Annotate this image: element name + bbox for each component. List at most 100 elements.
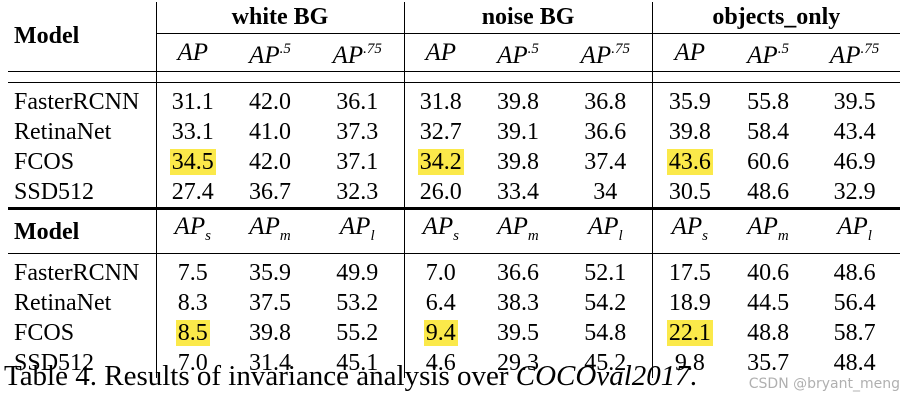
metric-header-aps: APs [155,207,229,254]
table-cell: 31.8 [403,82,478,117]
table-cell: 39.8 [249,320,291,346]
top-table-row: FCOS 34.5 42.0 37.1 34.2 39.8 37.4 43.6 60.6 46.9 [8,147,900,177]
model-name: FCOS [14,320,75,346]
table-caption: Table 4. Results of invariance analysis … [4,358,697,394]
model-name: SSD512 [14,179,95,205]
watermark: CSDN @bryant_meng [748,376,900,392]
metric-header-ap: AP [155,33,229,72]
table-cell: 33.4 [497,179,540,205]
model-name: FasterRCNN [14,89,140,115]
metric-header-app5: AP.5 [229,33,311,72]
table-cell: 30.5 [651,177,728,209]
table-cell: 39.8 [651,117,728,147]
table-cell: 48.4 [833,350,876,376]
table-cell: 39.5 [833,89,876,115]
metric-header-apl: APl [559,207,653,254]
highlighted-value: 22.1 [666,320,713,346]
table-cell: 9.4 [403,318,478,348]
table-cell: 46.9 [833,149,876,175]
table-cell: 42.0 [249,89,291,115]
table-cell: 27.4 [155,177,229,209]
table-cell: 36.6 [584,119,627,145]
bottom-table-row: FasterRCNN 7.5 35.9 49.9 7.0 36.6 52.1 17.5 40.6… [8,253,900,288]
model-name: RetinaNet [14,290,112,316]
highlighted-value: 43.6 [666,149,713,175]
table-cell: 9.8 [651,348,728,378]
table-cell: 6.4 [403,288,478,318]
top-table-row: SSD512 27.4 36.7 32.3 26.0 33.4 34 30.5 48.6 32.9 [8,177,900,209]
table-cell: 36.6 [497,260,540,286]
table-cell: 18.9 [651,288,728,318]
table-cell: 43.6 [651,147,728,177]
table-cell: 45.1 [336,350,379,376]
table-cell: 39.1 [497,119,540,145]
metric-header-app75: AP.75 [311,33,405,72]
table-cell: 44.5 [747,290,790,316]
table-cell: 58.7 [833,320,876,346]
table-cell: 39.5 [497,320,540,346]
metric-header-app5: AP.5 [727,33,810,72]
table-cell: 31.4 [249,350,291,376]
results-table: Model white BG noise BG objects_only AP A… [8,2,901,378]
table-cell: 39.8 [497,149,540,175]
table-cell: 54.8 [584,320,627,346]
table-cell: 39.8 [497,89,540,115]
group-header-white-bg: white BG [155,2,405,34]
table-cell: 34.5 [155,147,229,177]
table-cell: 37.4 [584,149,627,175]
table-cell: 32.9 [833,179,876,205]
table-cell: 31.1 [155,82,229,117]
table-cell: 41.0 [249,119,291,145]
table-cell: 53.2 [336,290,379,316]
table-cell: 36.8 [584,89,627,115]
table-cell: 58.4 [747,119,790,145]
table-cell: 60.6 [747,149,790,175]
table-cell: 8.5 [155,318,229,348]
bottom-table-row: SSD512 7.0 31.4 45.1 4.6 29.3 45.2 9.8 35.7 48.4 [8,348,900,378]
highlighted-value: 34.2 [417,149,464,175]
caption-dataset: COCOval2017 [515,360,690,392]
table-cell: 32.7 [403,117,478,147]
table-cell: 56.4 [833,290,876,316]
table-cell: 40.6 [747,260,790,286]
table-cell: 4.6 [403,348,478,378]
table-cell: 42.0 [249,149,291,175]
model-name: RetinaNet [14,119,112,145]
caption-prefix: Table 4. Results of invariance analysis … [4,360,516,392]
table-cell: 37.1 [336,149,379,175]
metric-header-apm: APm [727,207,810,254]
metric-header-ap: AP [403,33,478,72]
table-cell: 36.1 [336,89,379,115]
table-cell: 55.2 [336,320,379,346]
metric-header-apm: APm [229,207,311,254]
model-name: FasterRCNN [14,260,140,286]
table-cell: 29.3 [497,350,540,376]
table-cell: 17.5 [651,253,728,288]
group-header-noise-bg: noise BG [403,2,653,34]
top-table-row: RetinaNet 33.1 41.0 37.3 32.7 39.1 36.6 39.8 58.… [8,117,900,147]
group-header-objects-only: objects_only [651,2,901,34]
highlighted-value: 8.5 [175,320,210,346]
table-cell: 35.9 [249,260,291,286]
table-cell: 54.2 [584,290,627,316]
table-cell: 7.0 [403,253,478,288]
model-header-2: Model [8,207,156,254]
table-cell: 35.7 [747,350,790,376]
metric-header-apl: APl [311,207,405,254]
table-cell: 48.8 [747,320,790,346]
table-cell: 38.3 [497,290,540,316]
table-cell: 8.3 [155,288,229,318]
model-header: Model [8,2,156,72]
table-cell: 34 [593,179,618,205]
table-cell: 7.0 [155,348,229,378]
top-table-row: FasterRCNN 31.1 42.0 36.1 31.8 39.8 36.8 35.9 55… [8,82,900,117]
table-cell: 35.9 [651,82,728,117]
table-cell: 37.3 [336,119,379,145]
metric-header-ap: AP [651,33,728,72]
table-cell: 26.0 [403,177,478,209]
table-cell: 37.5 [249,290,291,316]
metric-header-aps: APs [651,207,728,254]
table-cell: 43.4 [833,119,876,145]
metric-header-app5: AP.5 [477,33,560,72]
metric-header-aps: APs [403,207,478,254]
